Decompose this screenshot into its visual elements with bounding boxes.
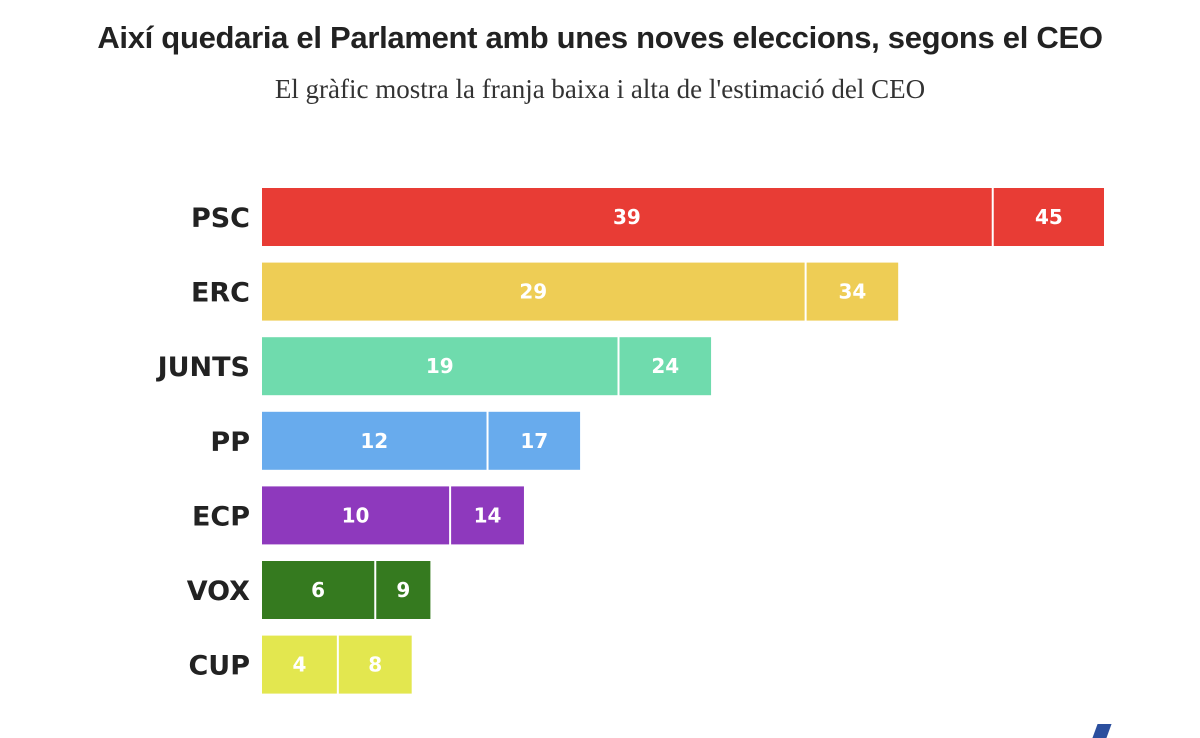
value-label-low-ecp: 10 [342, 503, 370, 527]
bar-low-cup [262, 635, 337, 694]
bar-high-cup [338, 635, 412, 694]
value-label-low-pp: 12 [360, 429, 388, 453]
value-label-high-cup: 8 [368, 653, 382, 677]
value-label-low-erc: 29 [519, 280, 547, 304]
bar-low-pp [262, 411, 487, 470]
value-label-low-cup: 4 [292, 653, 306, 677]
category-label-erc: ERC [191, 278, 250, 309]
value-label-low-vox: 6 [311, 578, 325, 602]
value-label-low-junts: 19 [426, 354, 454, 378]
bar-low-junts [262, 337, 618, 396]
bar-low-ecp [262, 486, 450, 545]
value-label-high-junts: 24 [651, 354, 679, 378]
value-label-high-ecp: 14 [474, 503, 502, 527]
category-label-pp: PP [210, 427, 250, 458]
bar-high-erc [806, 262, 899, 321]
bar-low-psc [262, 188, 992, 246]
bar-high-junts [619, 337, 712, 396]
value-label-low-psc: 39 [613, 205, 641, 229]
category-label-ecp: ECP [192, 501, 250, 532]
value-label-high-psc: 45 [1035, 205, 1063, 229]
bar-high-vox [376, 561, 431, 619]
value-label-high-vox: 9 [396, 578, 410, 602]
category-label-psc: PSC [191, 203, 250, 234]
bar-high-pp [488, 411, 581, 470]
category-label-junts: JUNTS [156, 352, 250, 383]
bar-high-psc [993, 188, 1104, 246]
category-label-vox: VOX [187, 576, 250, 607]
value-label-high-erc: 34 [838, 280, 866, 304]
chart-title: Així quedaria el Parlament amb unes nove… [97, 20, 1103, 55]
category-label-cup: CUP [188, 651, 250, 682]
bar-high-ecp [451, 486, 524, 545]
bar-low-erc [262, 262, 805, 321]
value-label-high-pp: 17 [520, 429, 548, 453]
bar-low-vox [262, 561, 375, 619]
chart-subtitle: El gràfic mostra la franja baixa i alta … [274, 74, 926, 104]
